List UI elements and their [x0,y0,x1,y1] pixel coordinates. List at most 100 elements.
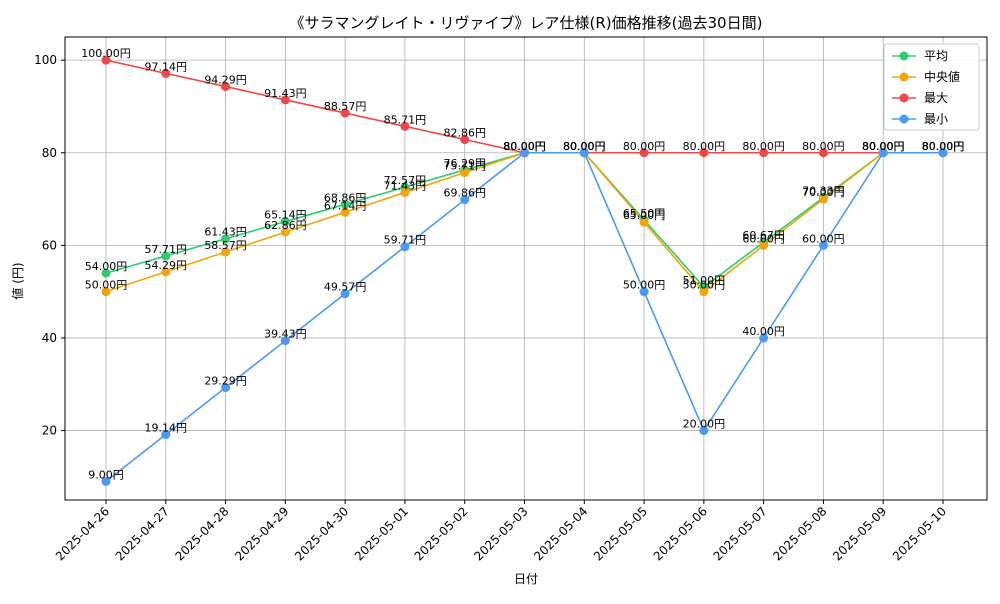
data-point [699,148,709,158]
data-label: 9.00円 [88,468,124,481]
x-tick-label: 2025-05-05 [591,504,650,563]
data-label: 72.57円 [384,174,427,187]
data-point [101,268,111,278]
grid [65,37,987,500]
x-axis: 2025-04-26 2025-04-27 2025-04-28 2025-04-29… [53,500,949,563]
y-tick-label: 40 [42,331,57,345]
data-label: 40.00円 [742,325,785,338]
data-label: 71.43円 [384,179,427,192]
data-label: 80.00円 [503,140,546,153]
data-label: 80.00円 [862,140,905,153]
data-point [639,217,649,227]
data-point [221,383,231,393]
data-label: 80.00円 [862,140,905,153]
data-point [759,240,769,250]
data-point [818,240,828,250]
data-label: 60.67円 [742,229,785,242]
data-label: 59.71円 [384,234,427,247]
data-point [639,148,649,158]
data-point [280,336,290,346]
legend-marker [899,72,909,82]
data-label: 60.00円 [802,232,845,245]
legend-label: 中央値 [924,69,960,84]
data-label: 80.00円 [563,140,606,153]
data-point [460,135,470,145]
data-label: 76.29円 [443,157,486,170]
data-point [221,82,231,92]
legend-box [883,43,980,131]
x-tick-label: 2025-05-04 [531,504,590,563]
data-label: 97.14円 [145,60,188,73]
data-label: 80.00円 [503,140,546,153]
x-tick-label: 2025-05-06 [651,504,710,563]
data-label: 54.29円 [145,259,188,272]
data-label: 39.43円 [264,328,307,341]
x-tick-label: 2025-04-29 [232,504,291,563]
data-label: 50.00円 [683,279,726,292]
data-label: 80.00円 [503,140,546,153]
y-tick-label: 20 [42,424,57,438]
data-point [161,267,171,277]
data-label: 80.00円 [683,140,726,153]
data-label: 91.43円 [264,87,307,100]
data-label: 80.00円 [862,140,905,153]
data-point [400,187,410,197]
data-label: 70.00円 [802,186,845,199]
x-tick-label: 2025-05-10 [890,504,949,563]
data-point [938,148,948,158]
data-point [400,121,410,131]
y-tick-label: 80 [42,146,57,160]
data-label: 80.00円 [802,140,845,153]
x-tick-label: 2025-04-27 [113,504,172,563]
data-label: 67.14円 [324,199,367,212]
data-point [340,199,350,209]
data-point [280,217,290,227]
data-point [221,247,231,257]
data-point [340,289,350,299]
data-label: 50.00円 [85,279,128,292]
data-label: 19.14円 [145,422,188,435]
data-point [460,168,470,178]
data-point [818,194,828,204]
data-label: 80.00円 [922,140,965,153]
data-label: 51.00円 [683,274,726,287]
data-label: 80.00円 [623,140,666,153]
data-label: 49.57円 [324,281,367,294]
data-point [460,195,470,205]
series-group [101,55,948,486]
data-point [161,251,171,261]
plot-area [64,36,988,501]
data-point [340,207,350,217]
data-label: 80.00円 [862,140,905,153]
data-label: 57.71円 [145,243,188,256]
x-tick-label: 2025-04-26 [53,504,112,563]
data-label: 69.86円 [443,187,486,200]
data-label: 54.00円 [85,260,128,273]
data-point [878,148,888,158]
data-label: 65.50円 [623,207,666,220]
data-label: 80.00円 [563,140,606,153]
data-label: 20.00円 [683,418,726,431]
data-label: 85.71円 [384,113,427,126]
data-point [818,148,828,158]
data-label: 65.14円 [264,209,307,222]
data-label: 80.00円 [922,140,965,153]
data-label: 62.86円 [264,219,307,232]
data-point [699,287,709,297]
data-point [639,287,649,297]
data-point [759,333,769,343]
legend-label: 最大 [924,91,948,105]
data-label: 50.00円 [623,279,666,292]
data-label: 94.29円 [204,74,247,87]
data-point [579,148,589,158]
data-label: 68.86円 [324,191,367,204]
data-point [699,426,709,436]
data-point [101,55,111,65]
data-label: 80.00円 [503,140,546,153]
data-label: 80.00円 [742,140,785,153]
data-point [280,227,290,237]
data-point [520,148,529,158]
data-label: 65.00円 [623,209,666,222]
